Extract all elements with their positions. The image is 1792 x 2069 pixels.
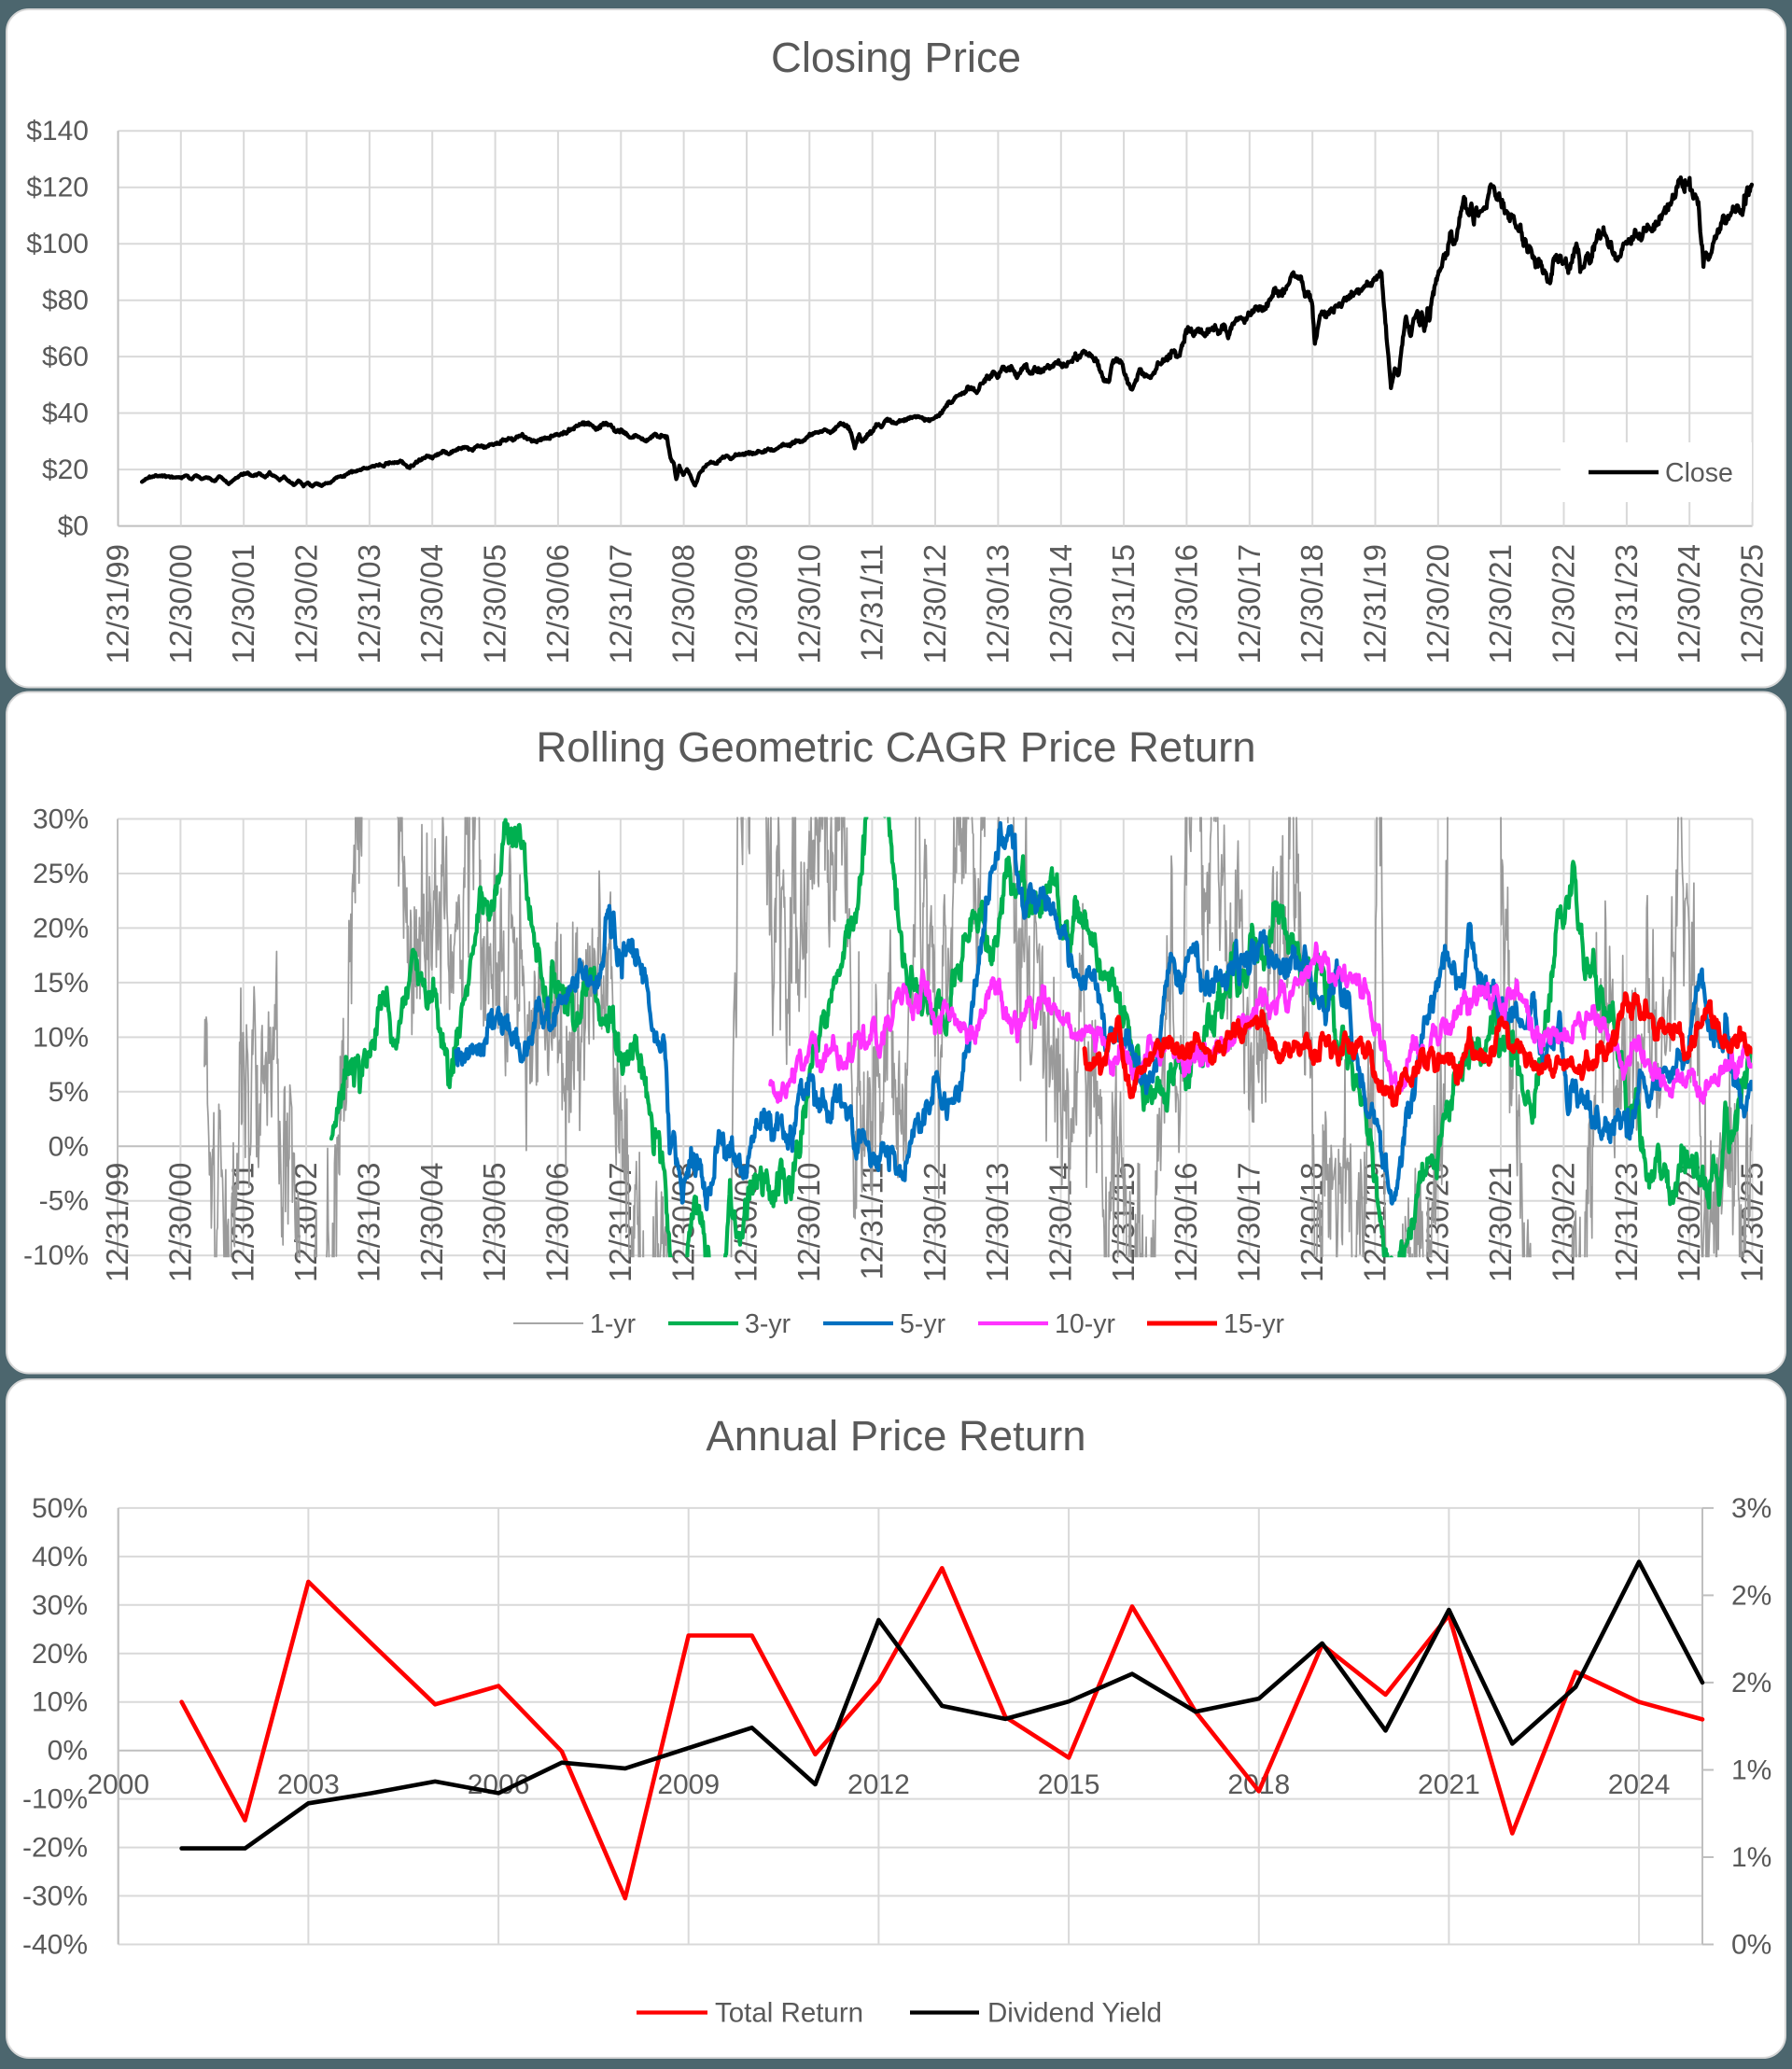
svg-text:12/30/00: 12/30/00 xyxy=(163,544,198,664)
svg-text:Annual Price Return: Annual Price Return xyxy=(706,1412,1085,1460)
svg-text:10%: 10% xyxy=(32,1687,88,1718)
svg-text:15-yr: 15-yr xyxy=(1224,1309,1284,1339)
svg-text:12/30/25: 12/30/25 xyxy=(1735,544,1770,664)
svg-text:$40: $40 xyxy=(42,398,89,429)
svg-text:12/30/22: 12/30/22 xyxy=(1547,544,1581,664)
svg-text:15%: 15% xyxy=(33,968,89,999)
svg-text:12/30/16: 12/30/16 xyxy=(1169,544,1203,664)
svg-text:1%: 1% xyxy=(1731,1755,1771,1786)
svg-text:2%: 2% xyxy=(1731,1668,1771,1699)
svg-text:0%: 0% xyxy=(1731,1930,1771,1961)
svg-text:20%: 20% xyxy=(32,1639,88,1670)
svg-text:12/30/18: 12/30/18 xyxy=(1295,1163,1329,1282)
svg-text:0%: 0% xyxy=(48,1736,88,1767)
svg-text:2003: 2003 xyxy=(277,1769,340,1800)
svg-text:12/30/02: 12/30/02 xyxy=(289,544,324,664)
svg-text:30%: 30% xyxy=(33,804,89,835)
svg-text:12/31/23: 12/31/23 xyxy=(1609,544,1644,664)
svg-text:Closing Price: Closing Price xyxy=(771,34,1021,81)
svg-text:$100: $100 xyxy=(26,229,89,259)
svg-text:12/30/04: 12/30/04 xyxy=(414,544,449,664)
svg-text:12/30/20: 12/30/20 xyxy=(1421,1163,1455,1282)
svg-text:$140: $140 xyxy=(26,116,89,147)
svg-text:Rolling Geometric CAGR Price R: Rolling Geometric CAGR Price Return xyxy=(536,723,1255,771)
svg-text:Total Return: Total Return xyxy=(715,1998,863,2029)
svg-text:-20%: -20% xyxy=(22,1833,88,1864)
svg-text:12/30/17: 12/30/17 xyxy=(1232,1163,1267,1282)
svg-text:12/30/09: 12/30/09 xyxy=(729,544,763,664)
svg-text:Close: Close xyxy=(1665,458,1733,488)
svg-text:10-yr: 10-yr xyxy=(1055,1309,1115,1339)
svg-text:10%: 10% xyxy=(33,1022,89,1053)
svg-text:12/30/21: 12/30/21 xyxy=(1483,544,1518,664)
svg-text:12/30/08: 12/30/08 xyxy=(666,544,701,664)
svg-text:25%: 25% xyxy=(33,859,89,889)
svg-text:2009: 2009 xyxy=(657,1769,720,1800)
svg-text:-10%: -10% xyxy=(22,1784,88,1815)
svg-text:12/31/99: 12/31/99 xyxy=(101,544,135,664)
svg-text:12/30/10: 12/30/10 xyxy=(791,1163,826,1282)
svg-text:-10%: -10% xyxy=(23,1240,89,1271)
svg-text:$0: $0 xyxy=(58,511,89,542)
svg-text:2015: 2015 xyxy=(1038,1769,1100,1800)
svg-text:12/30/04: 12/30/04 xyxy=(414,1163,449,1282)
svg-text:12/31/07: 12/31/07 xyxy=(603,544,637,664)
svg-text:3%: 3% xyxy=(1731,1493,1771,1524)
svg-text:5%: 5% xyxy=(49,1077,89,1108)
svg-text:12/30/06: 12/30/06 xyxy=(540,1163,575,1282)
svg-text:$20: $20 xyxy=(42,454,89,485)
svg-text:2012: 2012 xyxy=(847,1769,910,1800)
svg-text:12/31/11: 12/31/11 xyxy=(855,544,889,662)
svg-text:12/30/18: 12/30/18 xyxy=(1295,544,1329,664)
svg-text:Dividend Yield: Dividend Yield xyxy=(987,1998,1162,2029)
svg-text:12/31/15: 12/31/15 xyxy=(1106,544,1141,664)
svg-text:12/30/00: 12/30/00 xyxy=(162,1163,197,1282)
svg-text:12/31/99: 12/31/99 xyxy=(100,1163,134,1282)
svg-text:12/30/12: 12/30/12 xyxy=(917,544,952,664)
svg-text:$60: $60 xyxy=(42,342,89,372)
svg-text:12/30/24: 12/30/24 xyxy=(1672,544,1706,664)
svg-text:12/31/03: 12/31/03 xyxy=(352,1163,386,1282)
svg-text:12/30/05: 12/30/05 xyxy=(477,1163,511,1282)
svg-text:40%: 40% xyxy=(32,1542,88,1573)
svg-text:-30%: -30% xyxy=(22,1881,88,1912)
svg-text:12/30/16: 12/30/16 xyxy=(1169,1163,1203,1282)
svg-text:12/31/19: 12/31/19 xyxy=(1358,544,1393,664)
svg-text:12/30/14: 12/30/14 xyxy=(1043,544,1078,664)
svg-text:12/31/23: 12/31/23 xyxy=(1609,1163,1644,1282)
svg-text:50%: 50% xyxy=(32,1493,88,1524)
svg-text:2021: 2021 xyxy=(1418,1769,1480,1800)
svg-text:-5%: -5% xyxy=(39,1186,89,1217)
svg-text:12/30/01: 12/30/01 xyxy=(226,544,260,664)
svg-text:-40%: -40% xyxy=(22,1930,88,1961)
svg-text:12/31/03: 12/31/03 xyxy=(352,544,386,664)
svg-text:12/30/10: 12/30/10 xyxy=(791,544,826,664)
svg-text:12/30/05: 12/30/05 xyxy=(478,544,512,664)
svg-text:$80: $80 xyxy=(42,286,89,316)
svg-text:2000: 2000 xyxy=(87,1769,149,1800)
svg-text:12/30/13: 12/30/13 xyxy=(980,1163,1015,1282)
svg-text:12/30/06: 12/30/06 xyxy=(540,544,575,664)
svg-text:12/30/20: 12/30/20 xyxy=(1421,544,1455,664)
svg-text:12/30/17: 12/30/17 xyxy=(1232,544,1267,664)
svg-text:20%: 20% xyxy=(33,913,89,944)
svg-text:2024: 2024 xyxy=(1608,1769,1671,1800)
svg-text:5-yr: 5-yr xyxy=(900,1309,946,1339)
svg-text:12/30/12: 12/30/12 xyxy=(917,1163,952,1282)
svg-text:12/30/21: 12/30/21 xyxy=(1483,1163,1518,1282)
svg-text:12/30/14: 12/30/14 xyxy=(1043,1163,1078,1282)
svg-text:12/30/13: 12/30/13 xyxy=(980,544,1015,664)
svg-text:2%: 2% xyxy=(1731,1580,1771,1611)
svg-text:30%: 30% xyxy=(32,1590,88,1621)
svg-text:0%: 0% xyxy=(49,1131,89,1162)
svg-text:1%: 1% xyxy=(1731,1842,1771,1873)
svg-text:2018: 2018 xyxy=(1227,1769,1290,1800)
svg-text:$120: $120 xyxy=(26,173,89,203)
svg-text:12/31/07: 12/31/07 xyxy=(603,1163,637,1282)
svg-text:3-yr: 3-yr xyxy=(745,1309,791,1339)
svg-text:1-yr: 1-yr xyxy=(590,1309,637,1339)
